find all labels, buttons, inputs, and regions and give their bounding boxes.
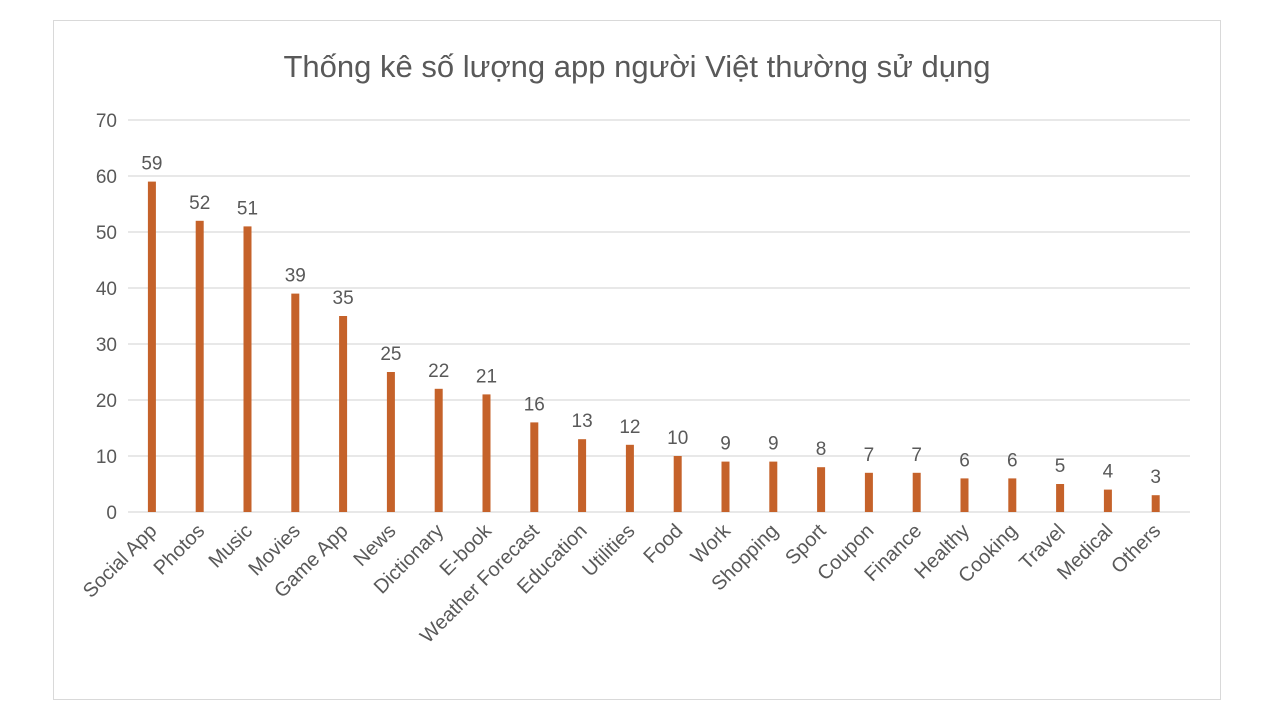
data-label: 7 — [864, 445, 875, 466]
data-label: 39 — [285, 266, 306, 287]
bar — [960, 478, 969, 512]
data-label: 16 — [524, 394, 545, 415]
data-label: 25 — [380, 344, 401, 365]
chart-title: Thống kê số lượng app người Việt thường … — [283, 49, 990, 84]
data-label: 9 — [768, 434, 779, 455]
bar — [1151, 495, 1160, 512]
bar — [291, 293, 300, 512]
y-tick-label: 10 — [96, 447, 117, 468]
bar — [195, 220, 204, 513]
data-label: 5 — [1055, 456, 1066, 477]
data-label: 10 — [667, 428, 688, 449]
bar — [721, 461, 730, 512]
bar — [530, 422, 539, 512]
bar — [864, 472, 873, 512]
bar — [243, 226, 252, 512]
data-label: 59 — [141, 154, 162, 175]
bar — [434, 388, 443, 512]
y-tick-label: 60 — [96, 167, 117, 188]
data-label: 6 — [1007, 450, 1018, 471]
y-tick-label: 30 — [96, 335, 117, 356]
bar — [625, 444, 634, 512]
y-tick-label: 70 — [96, 111, 117, 132]
data-label: 8 — [816, 439, 827, 460]
y-tick-label: 40 — [96, 279, 117, 300]
bar — [1103, 489, 1112, 512]
data-label: 22 — [428, 361, 449, 382]
y-tick-label: 0 — [106, 503, 117, 524]
data-label: 13 — [572, 411, 593, 432]
bar — [1008, 478, 1017, 512]
data-label: 21 — [476, 366, 497, 387]
bar — [769, 461, 778, 512]
data-label: 51 — [237, 198, 258, 219]
data-label: 3 — [1150, 467, 1161, 488]
bar — [912, 472, 921, 512]
data-label: 6 — [959, 450, 970, 471]
bar — [578, 439, 587, 512]
bar — [386, 372, 395, 512]
chart-border — [53, 20, 1221, 700]
bar — [339, 316, 348, 512]
bar — [817, 467, 826, 512]
data-label: 52 — [189, 193, 210, 214]
bar — [1056, 484, 1065, 512]
bar — [673, 456, 682, 512]
y-tick-label: 20 — [96, 391, 117, 412]
data-label: 35 — [333, 288, 354, 309]
bar — [147, 181, 156, 512]
data-label: 9 — [720, 434, 731, 455]
bar — [482, 394, 491, 512]
data-label: 4 — [1103, 462, 1114, 483]
data-label: 12 — [619, 417, 640, 438]
y-tick-label: 50 — [96, 223, 117, 244]
data-label: 7 — [911, 445, 922, 466]
